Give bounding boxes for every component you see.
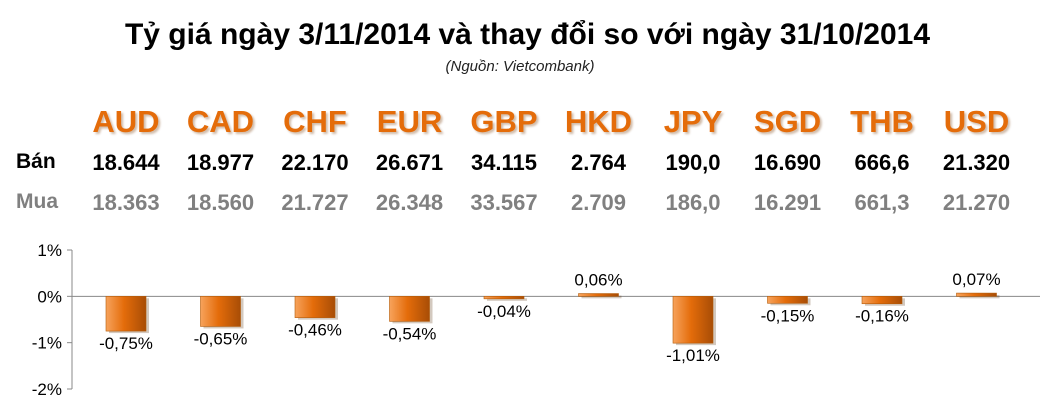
row-label-sell: Bán — [16, 150, 56, 173]
y-tick-label: -2% — [32, 380, 62, 399]
rates-table: Bán Mua AUD 18.644 18.363 CAD 18.977 18.560 CH… — [0, 100, 1055, 220]
data-label: 0,06% — [574, 271, 622, 290]
source-note: (Nguồn: Vietcombank) — [445, 58, 595, 75]
currency-header: CAD — [186, 104, 255, 139]
bar-chf — [294, 296, 336, 318]
buy-rate: 33.567 — [470, 190, 538, 215]
sell-rate: 18.977 — [186, 150, 255, 175]
sell-rate: 16.690 — [753, 150, 822, 175]
buy-rate: 18.560 — [186, 190, 255, 215]
currency-header: AUD — [92, 104, 160, 139]
currency-header: JPY — [663, 104, 723, 139]
page-title: Tỷ giá ngày 3/11/2014 và thay đổi so với… — [124, 18, 931, 51]
buy-rate: 2.709 — [570, 190, 627, 215]
data-label: 0,07% — [952, 270, 1000, 289]
currency-header: CHF — [283, 104, 347, 139]
data-label: -0,04% — [477, 302, 531, 321]
buy-rate: 18.363 — [92, 190, 160, 215]
y-tick-label: 1% — [37, 241, 62, 260]
currency-header: SGD — [753, 104, 822, 139]
bar-shadow — [959, 295, 1000, 299]
bar-jpy — [672, 296, 714, 344]
bar-shadow — [581, 295, 622, 299]
bar-usd — [956, 292, 997, 297]
bar-sgd — [767, 296, 808, 304]
buy-rate: 661,3 — [854, 190, 910, 215]
currency-header: GBP — [470, 104, 538, 139]
data-label: -0,16% — [855, 307, 909, 326]
bar-eur — [389, 296, 430, 322]
sell-rate: 34.115 — [470, 150, 538, 175]
data-label: -0,54% — [383, 324, 437, 343]
bar-aud — [105, 296, 147, 332]
data-label: -0,75% — [99, 334, 153, 353]
change-bar-chart: 1% 0% -1% -2% -0,75% -0,65% -0,46% -0,54% -0,04%… — [32, 241, 1040, 399]
data-label: -0,15% — [761, 306, 815, 325]
buy-rate: 16.291 — [753, 190, 822, 215]
sell-rate: 190,0 — [665, 150, 721, 175]
sell-rate: 22.170 — [281, 150, 349, 175]
sell-rate: 21.320 — [942, 150, 1011, 175]
y-tick-label: -1% — [32, 334, 62, 353]
data-label: -1,01% — [666, 346, 720, 365]
sell-rate: 2.764 — [570, 150, 627, 175]
sell-rate: 18.644 — [92, 150, 160, 175]
currency-header: THB — [850, 104, 914, 139]
bar-hkd — [578, 293, 619, 297]
buy-rate: 26.348 — [375, 190, 444, 215]
buy-rate: 21.270 — [942, 190, 1011, 215]
row-label-buy: Mua — [16, 190, 58, 213]
currency-header: EUR — [376, 104, 443, 139]
bar-thb — [861, 296, 903, 305]
buy-rate: 186,0 — [665, 190, 721, 215]
data-label: -0,46% — [288, 321, 342, 340]
sell-rate: 26.671 — [375, 150, 444, 175]
bar-shadow — [487, 298, 527, 301]
y-tick-label: 0% — [37, 287, 62, 306]
currency-header: USD — [943, 104, 1010, 139]
bar-cad — [200, 296, 241, 327]
sell-rate: 666,6 — [854, 150, 910, 175]
bar-gbp — [483, 296, 525, 300]
data-label: -0,65% — [194, 329, 248, 348]
buy-rate: 21.727 — [281, 190, 349, 215]
currency-header: HKD — [564, 104, 633, 139]
